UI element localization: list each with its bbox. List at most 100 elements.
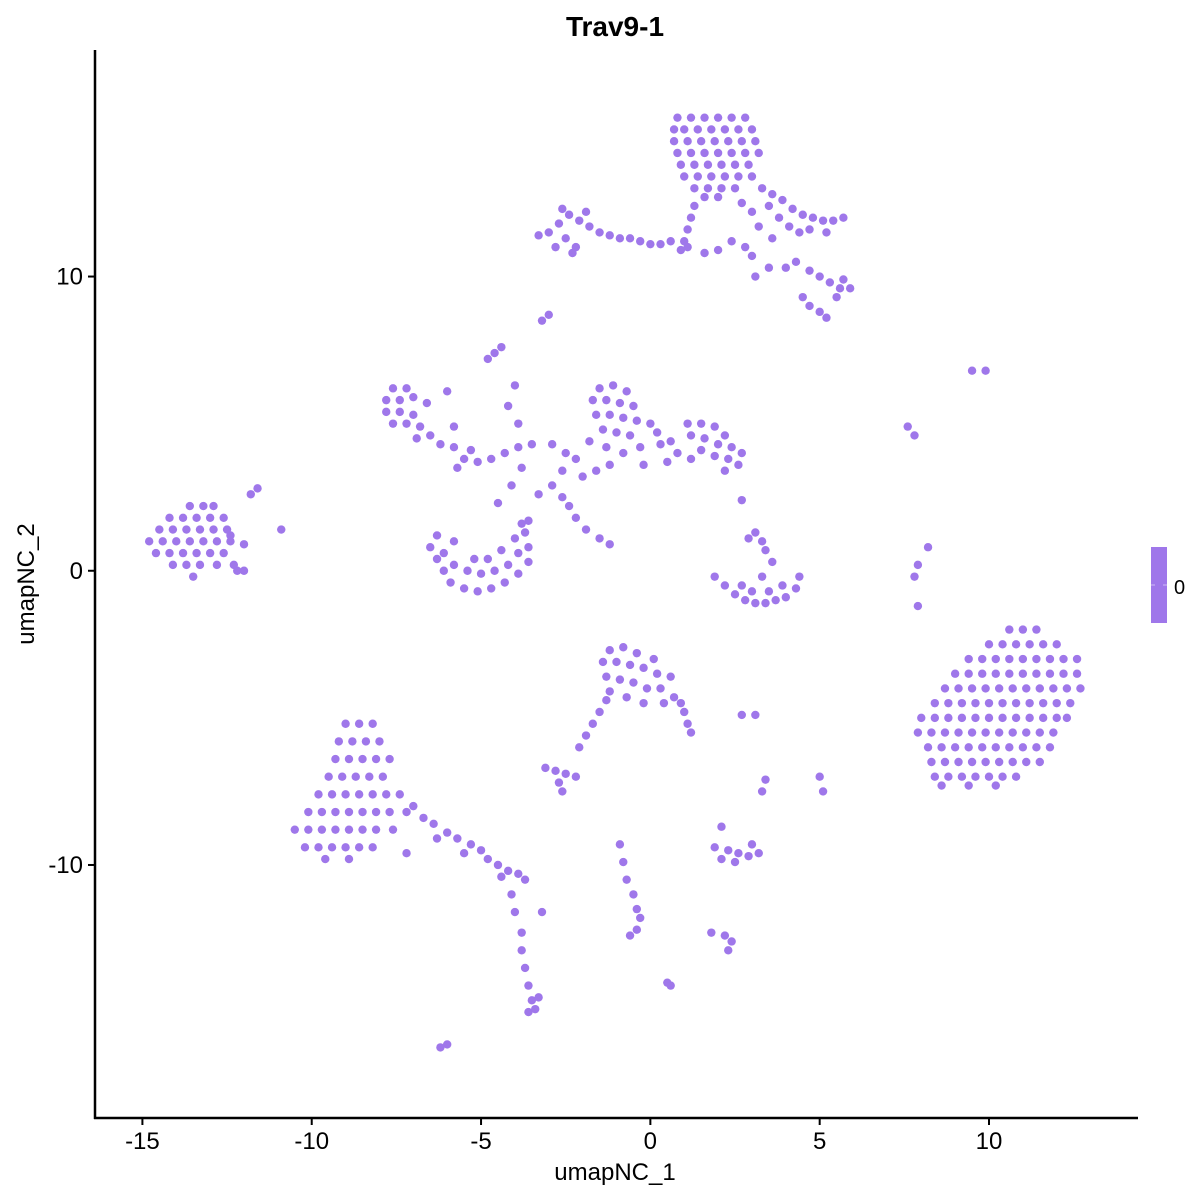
data-point xyxy=(683,137,692,146)
y-axis-label: umapNC_2 xyxy=(13,523,40,644)
data-point xyxy=(994,757,1004,767)
data-point xyxy=(453,463,462,472)
data-point xyxy=(646,419,655,428)
data-point xyxy=(317,825,327,834)
data-point xyxy=(595,534,604,543)
data-point xyxy=(585,437,594,446)
data-point xyxy=(652,428,662,437)
data-point xyxy=(710,843,719,852)
data-point xyxy=(453,834,462,843)
data-point xyxy=(602,442,611,452)
y-tick-label: -10 xyxy=(48,852,83,879)
data-point xyxy=(510,381,520,390)
data-point xyxy=(950,669,960,678)
data-point xyxy=(595,228,604,237)
data-point xyxy=(740,242,750,252)
data-point xyxy=(930,713,940,723)
data-point xyxy=(1025,713,1034,723)
data-point xyxy=(497,545,506,555)
data-point xyxy=(764,587,774,596)
data-point xyxy=(747,172,757,181)
data-point xyxy=(717,160,726,169)
data-point xyxy=(978,654,987,664)
data-point xyxy=(713,148,723,158)
x-tick-label: -10 xyxy=(294,1128,329,1155)
data-point xyxy=(639,663,648,673)
data-point xyxy=(351,772,360,781)
data-point xyxy=(368,790,377,799)
data-point xyxy=(676,245,686,255)
data-point xyxy=(1022,684,1031,693)
data-point xyxy=(591,466,601,475)
data-point xyxy=(673,113,682,122)
data-point xyxy=(1076,684,1085,693)
data-point xyxy=(449,422,459,431)
data-point xyxy=(568,248,577,258)
data-point xyxy=(466,840,476,849)
data-point xyxy=(913,601,923,611)
data-point xyxy=(365,772,374,781)
data-point xyxy=(385,754,394,764)
data-point xyxy=(385,807,394,817)
data-point xyxy=(497,342,506,352)
data-point xyxy=(768,234,777,243)
y-ticks: -10 0 10 xyxy=(48,264,95,879)
data-point xyxy=(991,781,1000,790)
data-point xyxy=(1032,669,1041,678)
data-point xyxy=(199,501,208,511)
data-point xyxy=(683,225,692,234)
data-point xyxy=(720,581,730,590)
data-point xyxy=(795,228,804,237)
data-point xyxy=(629,678,638,687)
data-point xyxy=(439,566,448,575)
data-point xyxy=(964,669,973,678)
data-point xyxy=(429,819,438,828)
data-point xyxy=(636,237,645,246)
data-point xyxy=(642,684,652,693)
data-point xyxy=(764,201,774,211)
data-point xyxy=(449,537,459,546)
data-point xyxy=(730,857,740,867)
data-point xyxy=(524,1007,533,1017)
data-point xyxy=(740,113,750,122)
data-point xyxy=(571,772,581,781)
data-point xyxy=(517,519,526,528)
data-point xyxy=(981,757,990,767)
data-point xyxy=(436,1043,445,1052)
data-point xyxy=(737,495,746,505)
data-point xyxy=(659,698,669,708)
data-point xyxy=(680,172,689,181)
data-point xyxy=(212,560,222,570)
data-point xyxy=(727,937,736,946)
data-point xyxy=(514,569,523,578)
data-point xyxy=(666,437,675,446)
data-point xyxy=(402,419,411,428)
data-point xyxy=(185,501,195,511)
data-point xyxy=(544,310,553,319)
data-point xyxy=(666,981,675,990)
data-point xyxy=(426,543,435,552)
data-point xyxy=(1038,698,1048,708)
data-point xyxy=(1072,669,1082,678)
data-point xyxy=(1035,728,1044,737)
data-point xyxy=(314,790,323,799)
legend: 0 xyxy=(1151,547,1185,623)
data-point xyxy=(436,440,445,449)
data-point xyxy=(747,587,757,596)
data-point xyxy=(561,234,570,243)
data-point xyxy=(822,313,831,322)
data-point xyxy=(503,560,513,570)
data-point xyxy=(432,531,442,540)
data-point xyxy=(500,578,509,587)
x-tick-label: -15 xyxy=(125,1128,160,1155)
data-point xyxy=(514,419,523,428)
data-point xyxy=(839,213,848,222)
data-point xyxy=(212,537,222,546)
data-point xyxy=(964,654,973,664)
data-point xyxy=(686,454,696,464)
data-point xyxy=(219,513,228,523)
data-point xyxy=(1059,669,1068,678)
data-point xyxy=(605,231,614,240)
data-point xyxy=(575,743,584,752)
data-point xyxy=(625,931,635,940)
